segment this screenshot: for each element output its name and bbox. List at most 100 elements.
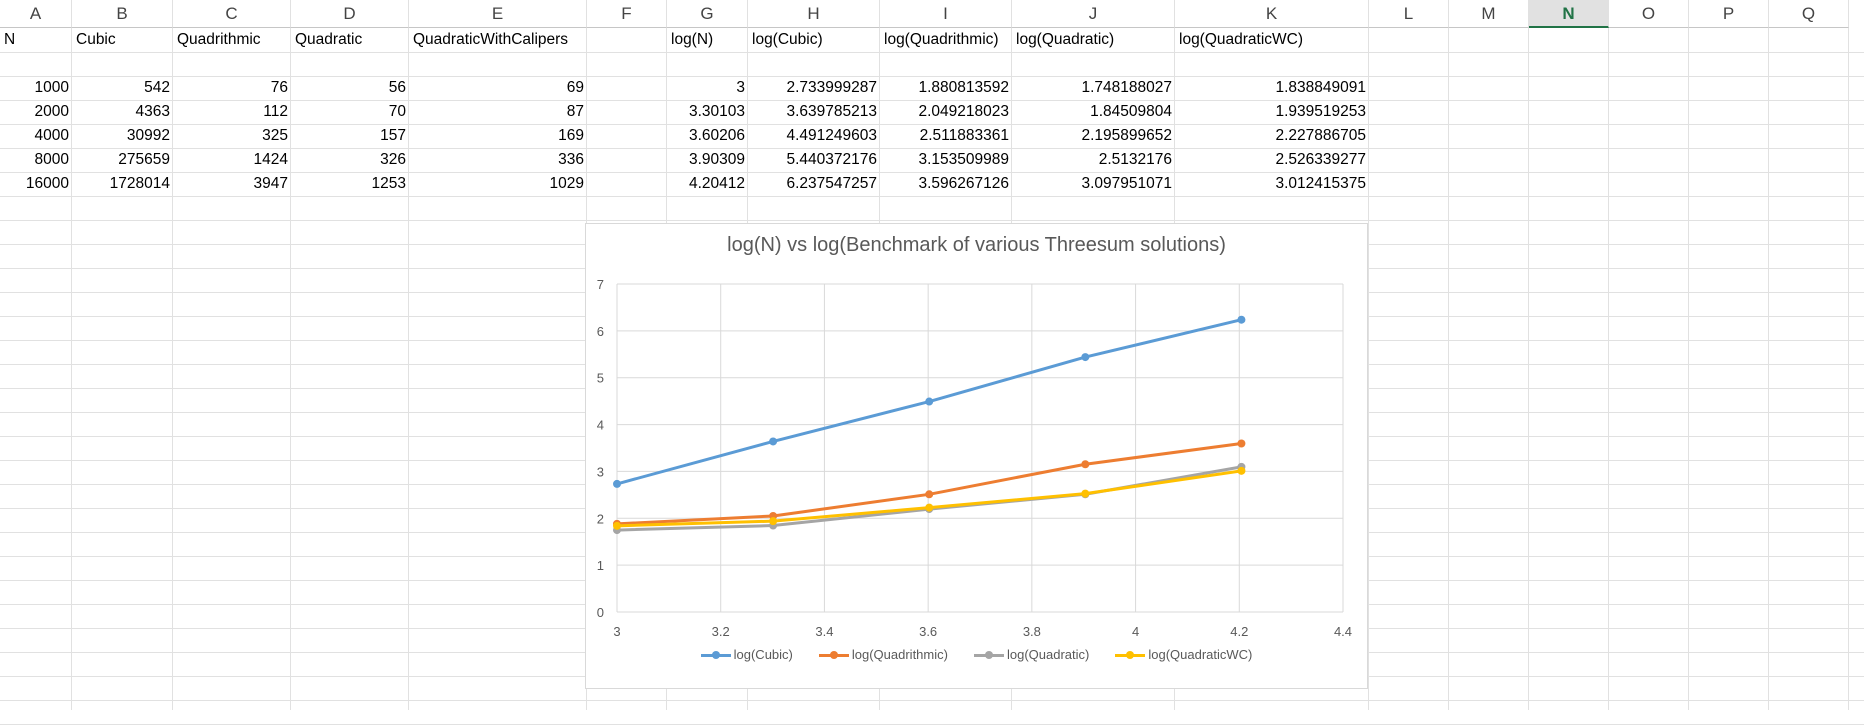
chart-legend[interactable]: log(Cubic) log(Quadrithmic) log(Quadratic)… <box>586 647 1367 662</box>
column-header-n[interactable]: N <box>1529 0 1609 28</box>
data-point-log-cubic <box>925 397 934 406</box>
y-tick-label: 6 <box>597 324 604 339</box>
data-cell-d[interactable]: 1253 <box>371 175 406 192</box>
data-cell-b[interactable]: 1728014 <box>109 175 170 192</box>
legend-marker-icon <box>973 649 1004 661</box>
data-cell-c[interactable]: 3947 <box>253 175 288 192</box>
data-cell-g[interactable]: 4.20412 <box>688 175 745 192</box>
data-cell-c[interactable]: 325 <box>262 127 288 144</box>
column-header-d[interactable]: D <box>291 0 409 28</box>
column-header-l[interactable]: L <box>1369 0 1449 28</box>
header-cell-d[interactable]: Quadratic <box>295 31 363 48</box>
data-cell-g[interactable]: 3.30103 <box>688 103 745 120</box>
y-tick-label: 7 <box>597 277 604 292</box>
gridline-vertical <box>1768 28 1769 710</box>
data-point-log-cubic <box>1081 353 1090 362</box>
column-header-p[interactable]: P <box>1689 0 1769 28</box>
data-cell-b[interactable]: 4363 <box>135 103 170 120</box>
y-tick-label: 0 <box>597 605 604 620</box>
x-tick-label: 3 <box>613 624 620 639</box>
line-chart[interactable]: log(N) vs log(Benchmark of various Three… <box>585 223 1368 689</box>
column-header-a[interactable]: A <box>0 0 72 28</box>
data-cell-e[interactable]: 169 <box>558 127 584 144</box>
column-header-q[interactable]: Q <box>1769 0 1849 28</box>
data-cell-h[interactable]: 3.639785213 <box>786 103 877 120</box>
data-cell-i[interactable]: 1.880813592 <box>918 79 1009 96</box>
x-tick-label: 3.6 <box>919 624 937 639</box>
header-cell-j[interactable]: log(Quadratic) <box>1016 31 1115 48</box>
header-cell-k[interactable]: log(QuadraticWC) <box>1179 31 1304 48</box>
data-cell-i[interactable]: 2.511883361 <box>919 127 1009 144</box>
data-cell-b[interactable]: 30992 <box>126 127 170 144</box>
data-cell-k[interactable]: 2.526339277 <box>1275 151 1366 168</box>
data-cell-d[interactable]: 157 <box>380 127 406 144</box>
data-cell-e[interactable]: 87 <box>566 103 584 120</box>
data-cell-k[interactable]: 1.939519253 <box>1275 103 1366 120</box>
data-cell-b[interactable]: 275659 <box>118 151 170 168</box>
data-cell-e[interactable]: 69 <box>566 79 584 96</box>
data-cell-j[interactable]: 1.748188027 <box>1081 79 1172 96</box>
data-cell-c[interactable]: 76 <box>270 79 288 96</box>
gridline-horizontal <box>0 100 1864 101</box>
header-cell-c[interactable]: Quadrithmic <box>177 31 261 48</box>
data-cell-c[interactable]: 1424 <box>253 151 288 168</box>
header-cell-a[interactable]: N <box>4 31 16 48</box>
header-cell-h[interactable]: log(Cubic) <box>752 31 823 48</box>
legend-item[interactable]: log(QuadraticWC) <box>1115 647 1252 662</box>
column-header-j[interactable]: J <box>1012 0 1175 28</box>
data-cell-a[interactable]: 8000 <box>34 151 69 168</box>
column-header-b[interactable]: B <box>72 0 173 28</box>
data-cell-g[interactable]: 3 <box>736 79 745 96</box>
data-point-log-quadrithmic <box>1081 460 1090 469</box>
data-cell-h[interactable]: 6.237547257 <box>786 175 877 192</box>
column-header-h[interactable]: H <box>748 0 880 28</box>
data-cell-a[interactable]: 2000 <box>34 103 69 120</box>
data-point-log-quadraticwc <box>925 503 934 512</box>
data-cell-a[interactable]: 16000 <box>25 175 69 192</box>
data-cell-g[interactable]: 3.90309 <box>688 151 745 168</box>
column-header-i[interactable]: I <box>880 0 1012 28</box>
data-point-log-cubic <box>769 437 778 446</box>
data-cell-k[interactable]: 1.838849091 <box>1275 79 1366 96</box>
header-cell-g[interactable]: log(N) <box>671 31 714 48</box>
legend-item[interactable]: log(Cubic) <box>700 647 793 662</box>
data-cell-j[interactable]: 2.5132176 <box>1098 151 1172 168</box>
column-header-f[interactable]: F <box>587 0 667 28</box>
data-cell-e[interactable]: 1029 <box>549 175 584 192</box>
data-cell-h[interactable]: 2.733999287 <box>786 79 877 96</box>
data-cell-j[interactable]: 3.097951071 <box>1081 175 1172 192</box>
data-cell-e[interactable]: 336 <box>558 151 584 168</box>
data-cell-d[interactable]: 70 <box>388 103 406 120</box>
data-cell-h[interactable]: 5.440372176 <box>786 151 877 168</box>
chart-title: log(N) vs log(Benchmark of various Three… <box>727 234 1226 256</box>
data-cell-a[interactable]: 1000 <box>34 79 69 96</box>
data-cell-j[interactable]: 2.195899652 <box>1081 127 1172 144</box>
data-cell-i[interactable]: 3.153509989 <box>918 151 1009 168</box>
header-cell-e[interactable]: QuadraticWithCalipers <box>413 31 569 48</box>
data-cell-d[interactable]: 56 <box>388 79 406 96</box>
gridline-horizontal <box>0 76 1864 77</box>
gridline-horizontal <box>0 148 1864 149</box>
data-cell-k[interactable]: 3.012415375 <box>1275 175 1366 192</box>
data-cell-c[interactable]: 112 <box>263 103 288 120</box>
data-cell-b[interactable]: 542 <box>144 79 170 96</box>
column-header-m[interactable]: M <box>1449 0 1529 28</box>
data-cell-a[interactable]: 4000 <box>34 127 69 144</box>
data-cell-i[interactable]: 2.049218023 <box>918 103 1009 120</box>
data-cell-g[interactable]: 3.60206 <box>688 127 745 144</box>
legend-item[interactable]: log(Quadratic) <box>973 647 1089 662</box>
column-header-g[interactable]: G <box>667 0 748 28</box>
header-cell-i[interactable]: log(Quadrithmic) <box>884 31 999 48</box>
column-header-k[interactable]: K <box>1175 0 1369 28</box>
data-cell-j[interactable]: 1.84509804 <box>1090 103 1172 120</box>
data-cell-i[interactable]: 3.596267126 <box>918 175 1009 192</box>
data-cell-k[interactable]: 2.227886705 <box>1275 127 1366 144</box>
column-header-c[interactable]: C <box>173 0 291 28</box>
header-cell-b[interactable]: Cubic <box>76 31 116 48</box>
column-header-e[interactable]: E <box>409 0 587 28</box>
data-cell-d[interactable]: 326 <box>380 151 406 168</box>
column-header-o[interactable]: O <box>1609 0 1689 28</box>
data-cell-h[interactable]: 4.491249603 <box>786 127 877 144</box>
legend-label: log(Quadrithmic) <box>851 647 948 662</box>
legend-item[interactable]: log(Quadrithmic) <box>818 647 948 662</box>
